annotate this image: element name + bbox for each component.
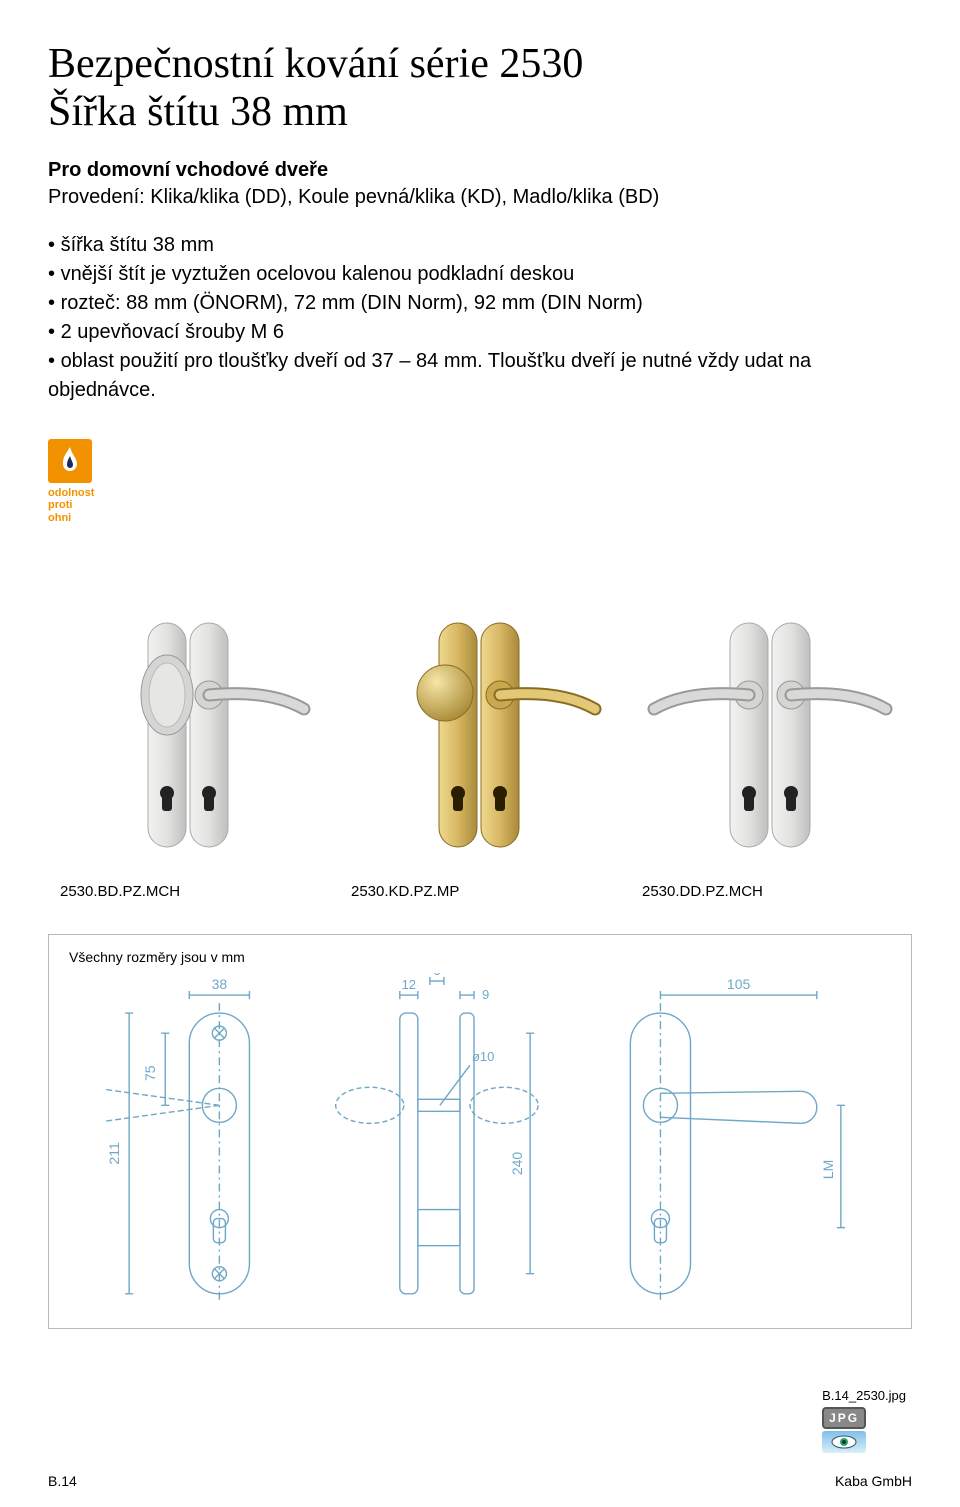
product-image (345, 615, 615, 855)
product-label: 2530.KD.PZ.MP (345, 883, 459, 900)
svg-text:240: 240 (509, 1151, 525, 1175)
page: Bezpečnostní kování série 2530 Šířka ští… (0, 0, 960, 1507)
fire-badge: odolnost proti ohni (48, 439, 92, 525)
title-line-1: Bezpečnostní kování série 2530 (48, 41, 583, 87)
svg-text:6: 6 (433, 973, 440, 978)
dimensions-panel: Všechny rozměry jsou v mm (48, 934, 912, 1330)
bullet-item: rozteč: 88 mm (ÖNORM), 72 mm (DIN Norm),… (48, 289, 912, 318)
page-title: Bezpečnostní kování série 2530 Šířka ští… (48, 40, 912, 137)
fire-caption-line: ohni (48, 512, 71, 524)
footer-page-ref: B.14 (48, 1473, 77, 1489)
svg-text:9: 9 (482, 987, 489, 1002)
bullet-item: oblast použití pro tloušťky dveří od 37 … (48, 347, 912, 405)
bullet-item: 2 upevňovací šrouby M 6 (48, 318, 912, 347)
jpg-badge: B.14_2530.jpg JPG (822, 1388, 906, 1453)
svg-text:211: 211 (106, 1142, 122, 1165)
jpg-chip-icon: JPG (822, 1407, 866, 1429)
svg-text:LM: LM (820, 1159, 836, 1178)
svg-text:75: 75 (142, 1065, 158, 1081)
subline: Provedení: Klika/klika (DD), Koule pevná… (48, 186, 912, 209)
bullet-item: šířka štítu 38 mm (48, 231, 912, 260)
fire-caption: odolnost proti ohni (48, 487, 92, 525)
jpg-filename: B.14_2530.jpg (822, 1388, 906, 1403)
product-image (54, 615, 324, 855)
title-line-2: Šířka štítu 38 mm (48, 89, 348, 135)
svg-text:ø10: ø10 (472, 1049, 494, 1064)
fire-caption-line: odolnost proti (48, 487, 94, 512)
product-kd: 2530.KD.PZ.MP (345, 615, 615, 900)
dimensions-title: Všechny rozměry jsou v mm (69, 949, 891, 965)
bullet-item: vnější štít je vyztužen ocelovou kalenou… (48, 260, 912, 289)
product-label: 2530.DD.PZ.MCH (636, 883, 763, 900)
product-dd: 2530.DD.PZ.MCH (636, 615, 906, 900)
svg-text:12: 12 (402, 977, 416, 992)
bullet-list: šířka štítu 38 mm vnější štít je vyztuže… (48, 231, 912, 405)
technical-drawing: 75 211 38 (69, 973, 891, 1304)
svg-text:105: 105 (727, 976, 751, 992)
subheading: Pro domovní vchodové dveře (48, 159, 912, 182)
flame-icon (48, 439, 92, 483)
product-row: 2530.BD.PZ.MCH (48, 615, 912, 900)
footer-company: Kaba GmbH (835, 1473, 912, 1489)
svg-text:38: 38 (212, 976, 228, 992)
product-label: 2530.BD.PZ.MCH (54, 883, 180, 900)
product-image (636, 615, 906, 855)
eye-icon (822, 1431, 866, 1453)
page-footer: B.14 Kaba GmbH (0, 1473, 960, 1489)
product-bd: 2530.BD.PZ.MCH (54, 615, 324, 900)
